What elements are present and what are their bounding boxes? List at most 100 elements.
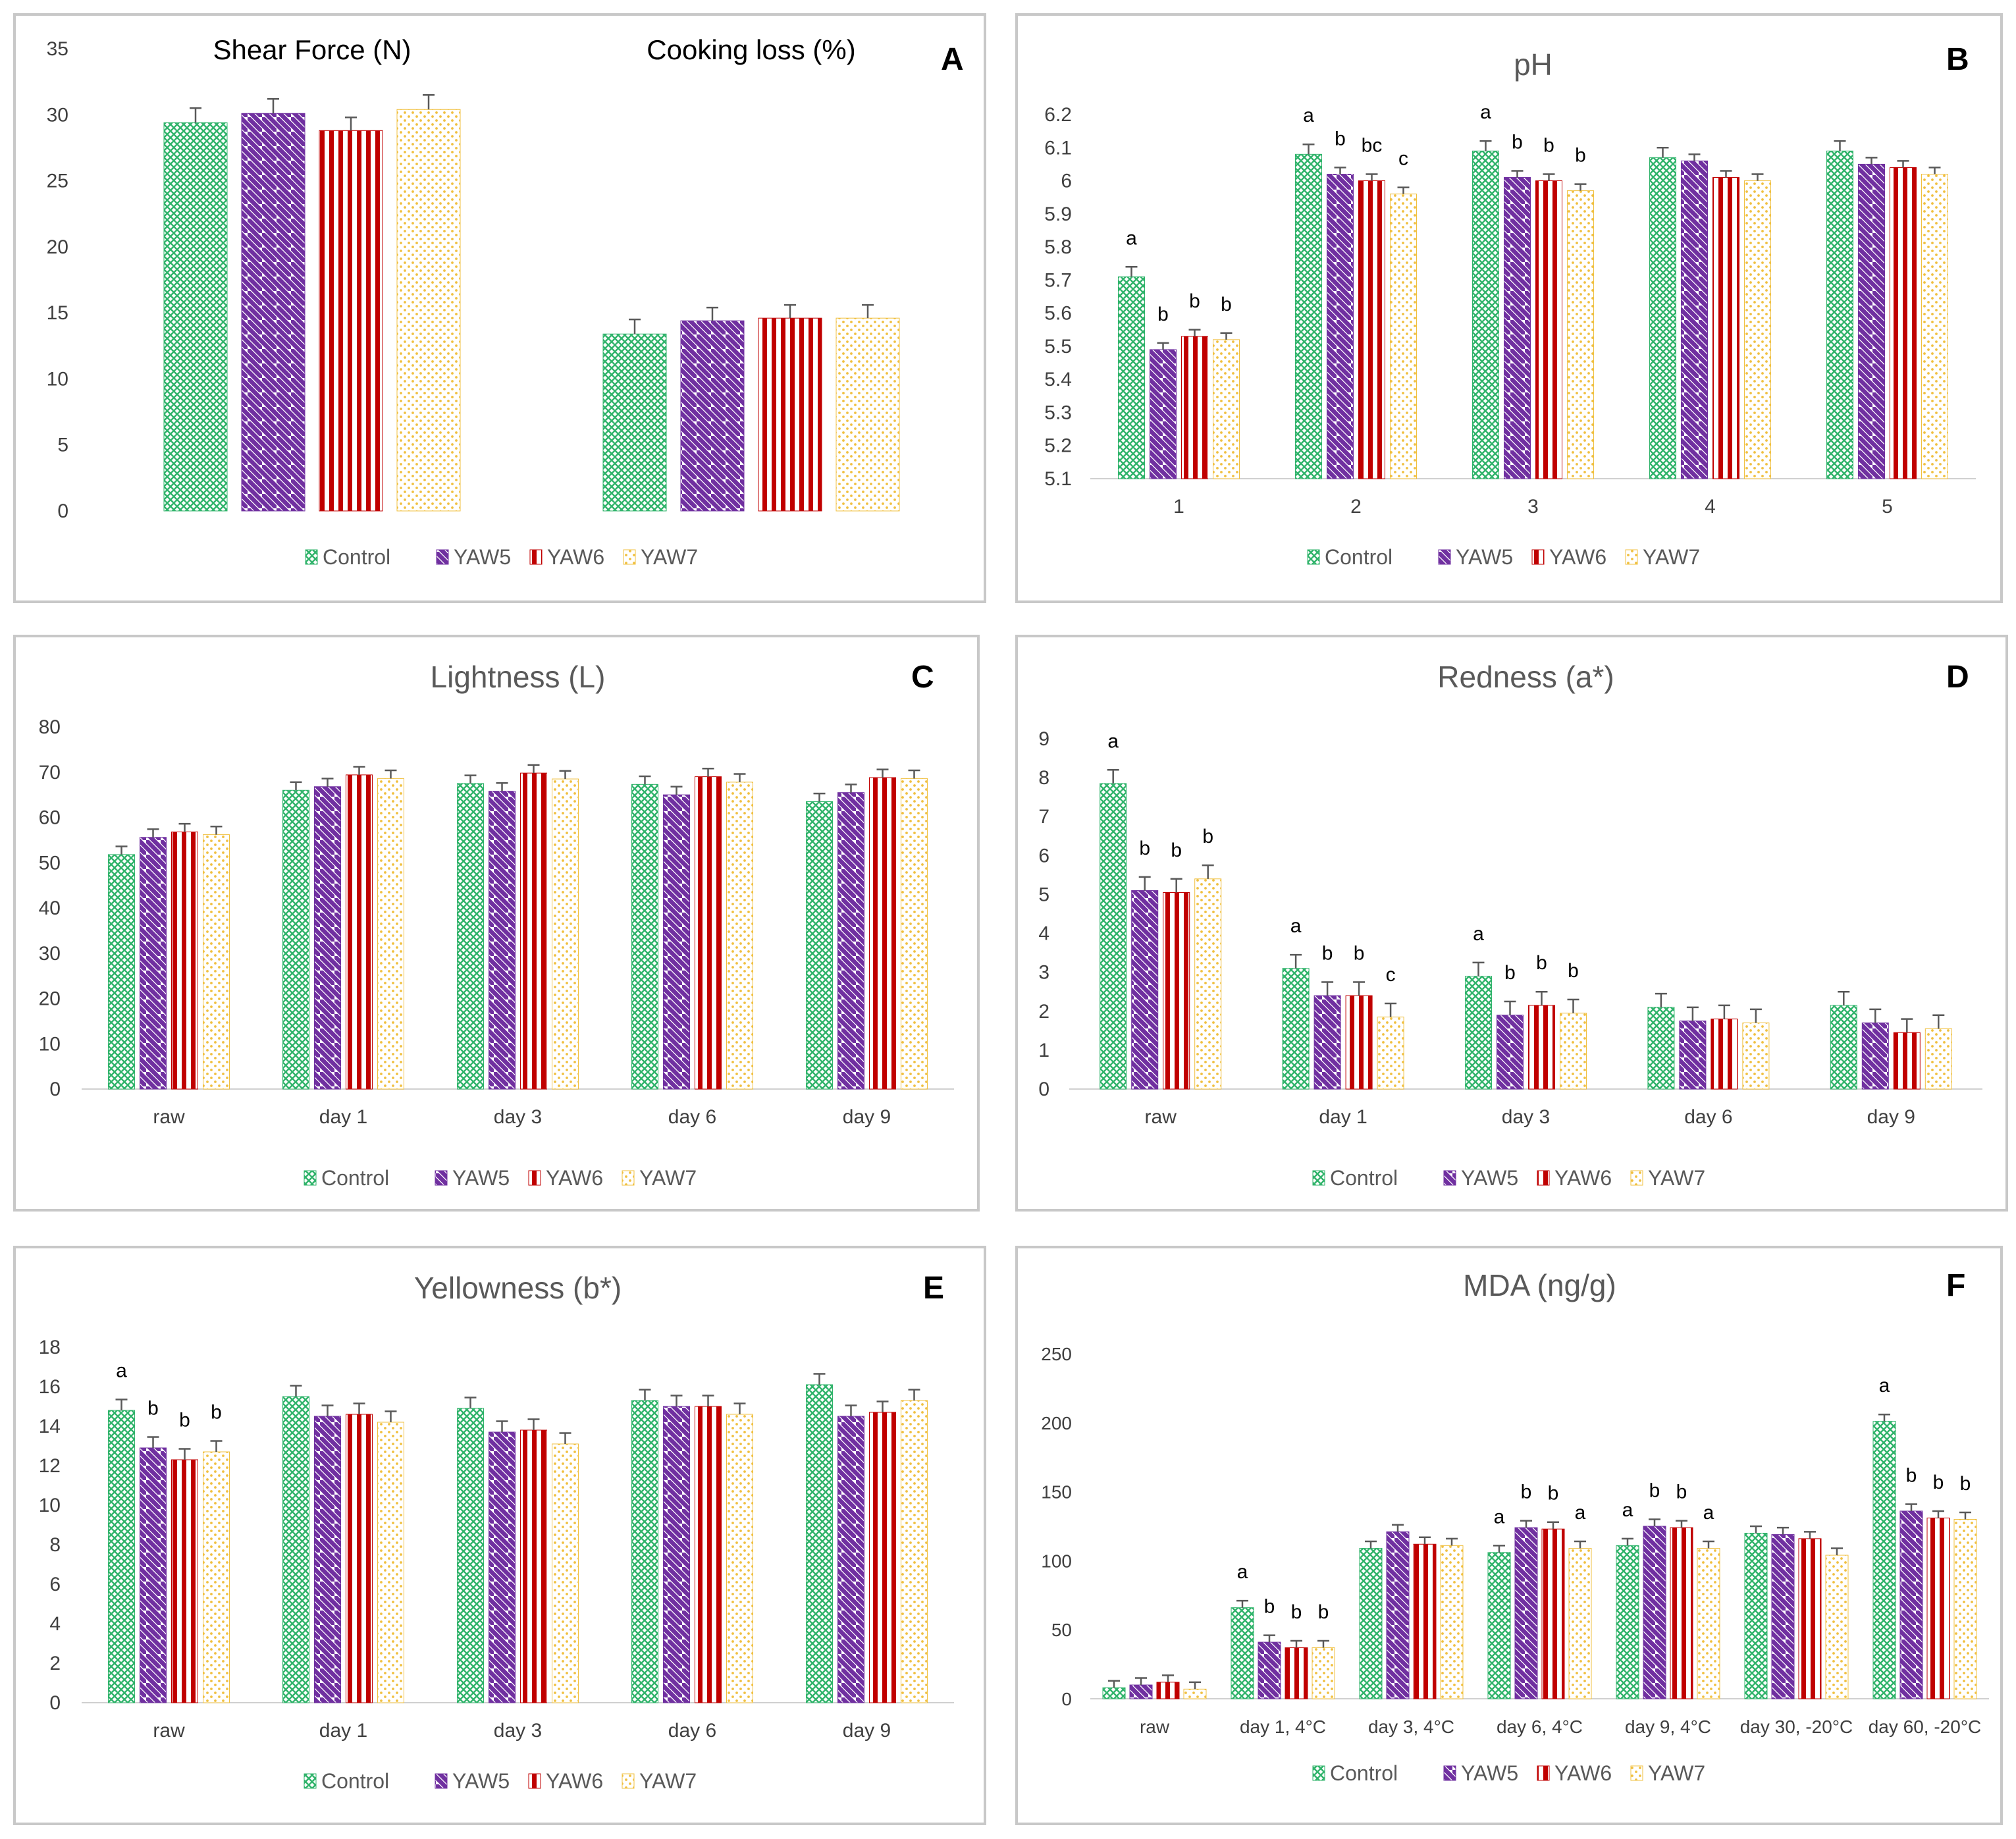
- bar-yaw7: [396, 109, 461, 512]
- y-tick-label: 150: [1041, 1482, 1072, 1503]
- bar-control: [1487, 1552, 1511, 1699]
- x-tick-label: day 3: [1502, 1106, 1550, 1128]
- x-tick-label: day 9: [1867, 1106, 1915, 1128]
- x-tick-label: day 9: [843, 1720, 891, 1742]
- bar-yaw6: [1541, 1528, 1565, 1699]
- legend-label-yaw7: YAW7: [641, 545, 698, 569]
- significance-label: b: [1575, 145, 1586, 167]
- legend-swatch-yaw7: [622, 1773, 635, 1789]
- legend-swatch-yaw6: [1537, 1765, 1550, 1781]
- bar-yaw6: [520, 1429, 547, 1703]
- bar-yaw7: [1568, 1548, 1592, 1699]
- legend-swatch-yaw7: [623, 549, 636, 565]
- legend-swatch-yaw7: [1625, 549, 1638, 565]
- bar-yaw6: [346, 1414, 373, 1703]
- bar-yaw5: [1150, 349, 1177, 479]
- legend-label-control: Control: [321, 1166, 389, 1190]
- y-tick-label: 1: [1038, 1040, 1049, 1061]
- bar-yaw5: [1771, 1534, 1795, 1699]
- y-tick-label: 6: [1061, 171, 1072, 192]
- significance-label: c: [1398, 148, 1408, 170]
- bar-yaw5: [1327, 173, 1354, 479]
- x-tick-label: day 6: [1684, 1106, 1732, 1128]
- x-tick-label: day 9, 4°C: [1625, 1717, 1711, 1737]
- bar-control: [282, 789, 309, 1090]
- y-tick-label: 0: [1061, 1689, 1072, 1709]
- significance-label: b: [147, 1398, 159, 1420]
- bar-yaw6: [1181, 336, 1208, 479]
- bar-yaw6: [171, 1459, 198, 1703]
- legend-swatch-control: [1307, 549, 1320, 565]
- bar-yaw6: [1535, 180, 1562, 479]
- significance-label: a: [1237, 1561, 1248, 1583]
- bar-yaw5: [1258, 1641, 1281, 1699]
- bar-control: [1359, 1548, 1383, 1699]
- significance-label: b: [1322, 942, 1333, 964]
- y-tick-label: 30: [39, 943, 61, 965]
- legend-swatch-yaw5: [1443, 1765, 1456, 1781]
- y-tick-label: 2: [49, 1653, 61, 1674]
- legend-swatch-yaw7: [1630, 1170, 1643, 1186]
- bar-yaw7: [901, 1400, 928, 1703]
- bar-yaw7: [1924, 1028, 1952, 1090]
- bar-control: [1616, 1545, 1639, 1699]
- significance-label: b: [1171, 840, 1182, 861]
- x-tick-label: raw: [153, 1106, 185, 1128]
- bar-yaw5: [1643, 1526, 1666, 1699]
- bar-yaw7: [377, 1422, 404, 1703]
- bar-yaw7: [1183, 1688, 1207, 1699]
- legend-label-control: Control: [321, 1769, 389, 1793]
- legend-label-yaw6: YAW6: [1554, 1761, 1612, 1785]
- significance-label: b: [179, 1410, 190, 1431]
- bar-control: [1647, 1007, 1675, 1090]
- bar-yaw5: [1504, 177, 1531, 479]
- y-tick-label: 20: [39, 988, 61, 1010]
- bar-yaw7: [1194, 878, 1222, 1090]
- significance-label: b: [1548, 1483, 1559, 1505]
- significance-label: a: [1126, 227, 1137, 249]
- significance-label: a: [1107, 730, 1119, 752]
- legend-swatch-yaw6: [1531, 549, 1545, 565]
- significance-label: b: [1202, 826, 1213, 847]
- legend-swatch-yaw5: [1443, 1170, 1456, 1186]
- legend-label-yaw5: YAW5: [452, 1166, 510, 1190]
- bar-yaw6: [346, 774, 373, 1090]
- legend-label-control: Control: [323, 545, 390, 569]
- significance-label: a: [1494, 1506, 1505, 1528]
- panel-letter: B: [1946, 42, 1969, 77]
- significance-label: b: [1318, 1601, 1329, 1623]
- y-tick-label: 10: [39, 1495, 61, 1516]
- bar-control: [1100, 783, 1127, 1090]
- bar-yaw7: [1697, 1548, 1720, 1699]
- x-tick-label: day 1: [1319, 1106, 1367, 1128]
- significance-label: a: [1290, 915, 1302, 937]
- chart-title: Lightness (L): [431, 660, 606, 694]
- legend-label-control: Control: [1330, 1166, 1398, 1190]
- x-tick-label: day 9: [843, 1106, 891, 1128]
- x-tick-label: day 6: [668, 1106, 716, 1128]
- panel-letter: D: [1946, 660, 1969, 695]
- y-tick-label: 50: [39, 852, 61, 874]
- bar-yaw5: [1386, 1531, 1410, 1699]
- bar-control: [1295, 153, 1322, 479]
- significance-label: b: [1189, 290, 1200, 312]
- bar-yaw7: [1560, 1013, 1587, 1090]
- bar-control: [163, 122, 228, 512]
- x-tick-label: day 30, -20°C: [1740, 1717, 1853, 1737]
- chart-title: Redness (a*): [1437, 660, 1614, 694]
- y-tick-label: 80: [39, 716, 61, 738]
- legend-label-yaw5: YAW5: [1456, 545, 1513, 569]
- bar-control: [108, 854, 135, 1090]
- legend-label-yaw6: YAW6: [1549, 545, 1606, 569]
- bar-yaw7: [552, 1443, 579, 1703]
- y-tick-label: 2: [1038, 1001, 1049, 1023]
- significance-label: c: [1386, 964, 1396, 986]
- bar-yaw6: [1711, 1019, 1738, 1090]
- bar-control: [1649, 157, 1676, 479]
- y-tick-label: 6: [1038, 845, 1049, 866]
- legend-label-yaw7: YAW7: [1648, 1761, 1705, 1785]
- y-tick-label: 40: [39, 897, 61, 919]
